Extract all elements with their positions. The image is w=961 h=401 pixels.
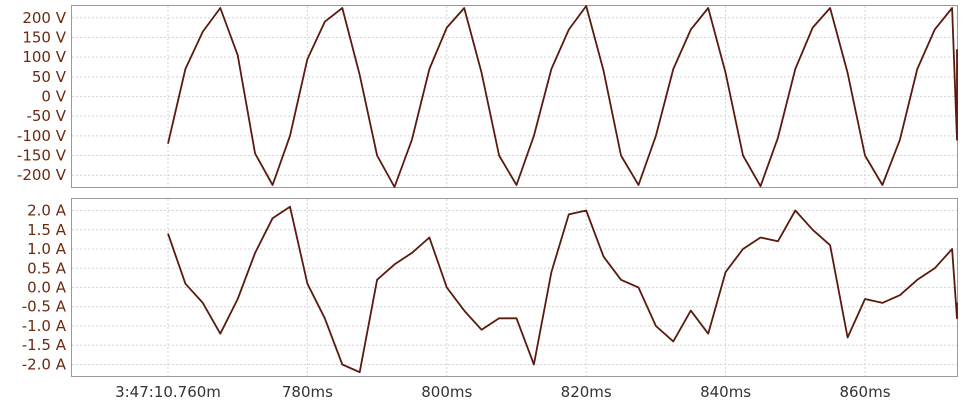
- time-tick-label: 800ms: [421, 383, 472, 401]
- current-y-tick-label: -1.0 A: [22, 317, 67, 335]
- voltage-trace: [167, 5, 958, 188]
- current-y-tick-label: 0.0 A: [27, 279, 67, 297]
- voltage-y-tick-label: -200 V: [17, 166, 67, 184]
- current-y-tick-label: 2.0 A: [27, 202, 67, 220]
- current-y-tick-label: 1.0 A: [27, 240, 67, 258]
- voltage-y-tick-label: -50 V: [26, 107, 66, 125]
- voltage-y-tick-label: 50 V: [32, 68, 67, 86]
- voltage-y-tick-label: -150 V: [17, 147, 67, 165]
- time-tick-label: 820ms: [561, 383, 612, 401]
- current-y-tick-label: -2.0 A: [22, 355, 67, 373]
- current-trace: [167, 205, 958, 374]
- current-y-tick-label: 1.5 A: [27, 221, 67, 239]
- time-tick-label: 840ms: [700, 383, 751, 401]
- voltage-y-tick-label: -100 V: [17, 127, 67, 145]
- current-y-tick-label: -0.5 A: [22, 298, 67, 316]
- current-y-tick-label: -1.5 A: [22, 336, 67, 354]
- time-tick-label: 780ms: [282, 383, 333, 401]
- time-tick-label: 860ms: [839, 383, 890, 401]
- voltage-y-tick-label: 0 V: [41, 88, 66, 106]
- voltage-y-tick-label: 150 V: [22, 28, 66, 46]
- time-tick-label: 3:47:10.760m: [115, 383, 221, 401]
- current-panel-frame: [71, 198, 958, 377]
- current-y-tick-label: 0.5 A: [27, 259, 67, 277]
- voltage-y-tick-label: 100 V: [22, 48, 66, 66]
- voltage-y-tick-label: 200 V: [22, 9, 66, 27]
